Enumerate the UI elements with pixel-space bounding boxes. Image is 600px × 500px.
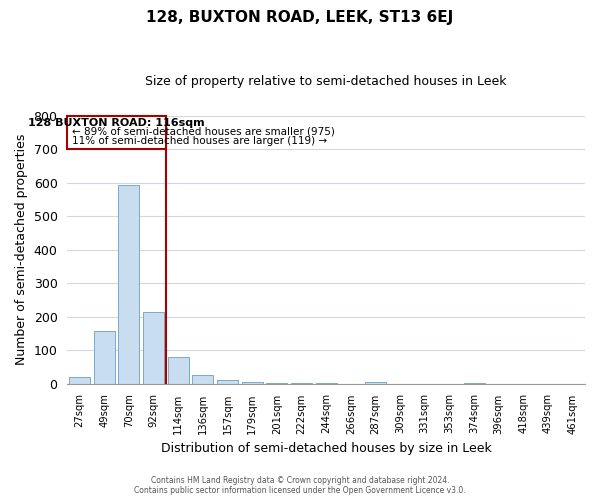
Bar	[365, 382, 386, 384]
Bar	[118, 185, 139, 384]
Text: 128, BUXTON ROAD, LEEK, ST13 6EJ: 128, BUXTON ROAD, LEEK, ST13 6EJ	[146, 10, 454, 25]
Bar	[193, 375, 214, 384]
Bar	[266, 382, 287, 384]
Bar	[69, 377, 90, 384]
Title: Size of property relative to semi-detached houses in Leek: Size of property relative to semi-detach…	[145, 75, 507, 88]
Text: 11% of semi-detached houses are larger (119) →: 11% of semi-detached houses are larger (…	[73, 136, 328, 145]
Bar	[217, 380, 238, 384]
Bar	[143, 312, 164, 384]
Bar	[94, 331, 115, 384]
Text: ← 89% of semi-detached houses are smaller (975): ← 89% of semi-detached houses are smalle…	[73, 126, 335, 136]
Text: Contains HM Land Registry data © Crown copyright and database right 2024.
Contai: Contains HM Land Registry data © Crown c…	[134, 476, 466, 495]
Bar	[464, 383, 485, 384]
Bar	[168, 358, 188, 384]
X-axis label: Distribution of semi-detached houses by size in Leek: Distribution of semi-detached houses by …	[161, 442, 491, 455]
Bar	[242, 382, 263, 384]
Bar	[316, 383, 337, 384]
FancyBboxPatch shape	[67, 116, 166, 149]
Text: 128 BUXTON ROAD: 116sqm: 128 BUXTON ROAD: 116sqm	[28, 118, 205, 128]
Bar	[291, 383, 312, 384]
Y-axis label: Number of semi-detached properties: Number of semi-detached properties	[15, 134, 28, 365]
